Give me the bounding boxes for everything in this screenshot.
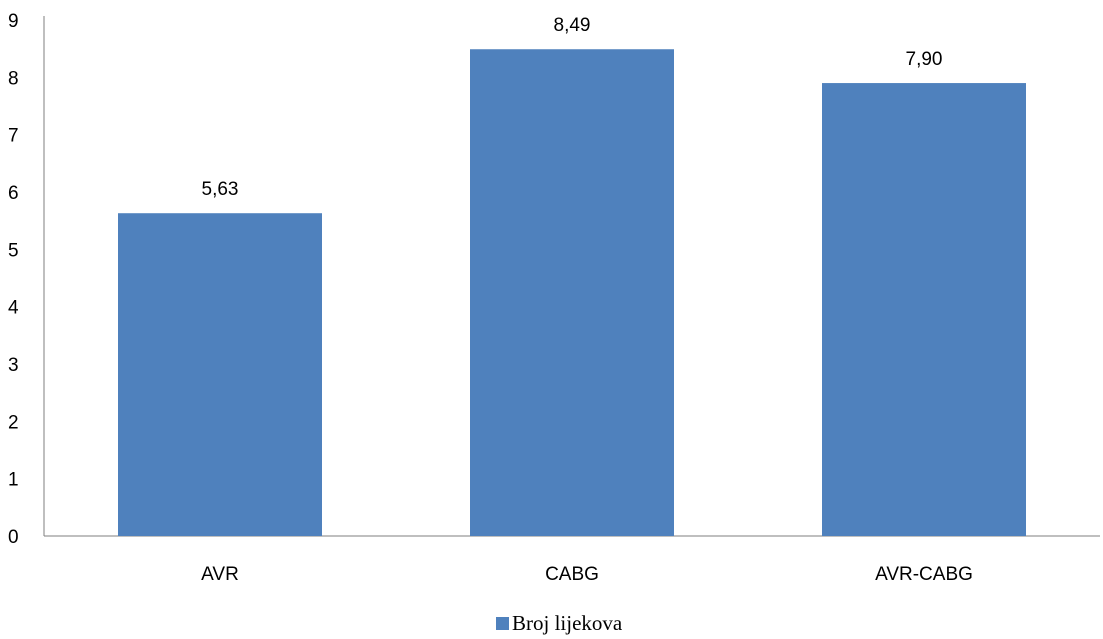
category-label: CABG [545, 564, 599, 585]
y-tick-label: 3 [8, 355, 19, 376]
y-tick-label: 5 [8, 240, 19, 261]
data-label: 5,63 [202, 179, 239, 200]
bar-cabg [470, 49, 674, 537]
data-label: 7,90 [906, 49, 943, 70]
legend-label: Broj lijekova [512, 611, 623, 635]
y-tick-label: 0 [8, 527, 19, 548]
y-tick-label: 9 [8, 11, 19, 32]
bar-avr-cabg [822, 83, 1026, 537]
data-label: 8,49 [554, 15, 591, 36]
y-tick-label: 4 [8, 298, 19, 319]
y-tick-label: 8 [8, 68, 19, 89]
y-tick-label: 7 [8, 126, 19, 147]
y-tick-label: 2 [8, 412, 19, 433]
legend-swatch [496, 617, 509, 630]
y-tick-label: 1 [8, 470, 19, 491]
category-label: AVR-CABG [875, 564, 973, 585]
category-label: AVR [201, 564, 239, 585]
bar-avr [118, 213, 322, 537]
y-tick-label: 6 [8, 183, 19, 204]
